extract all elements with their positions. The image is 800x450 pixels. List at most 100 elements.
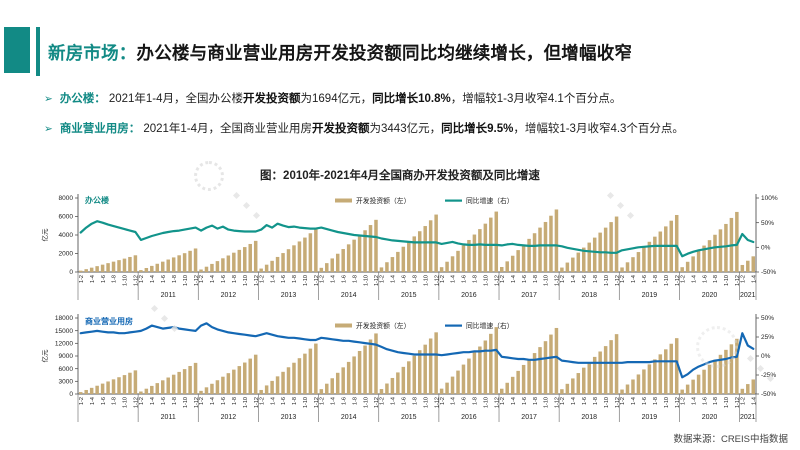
svg-text:1-8: 1-8 bbox=[653, 397, 659, 405]
svg-text:1-2: 1-2 bbox=[440, 275, 446, 283]
svg-text:1-8: 1-8 bbox=[593, 397, 599, 405]
svg-text:1-6: 1-6 bbox=[522, 275, 528, 283]
svg-text:1-8: 1-8 bbox=[112, 275, 118, 283]
svg-text:12000: 12000 bbox=[55, 341, 73, 348]
svg-text:1-12: 1-12 bbox=[495, 275, 501, 286]
svg-text:1-2: 1-2 bbox=[380, 275, 386, 283]
svg-text:2011: 2011 bbox=[161, 414, 176, 421]
svg-text:1-12: 1-12 bbox=[735, 397, 741, 408]
svg-text:1-12: 1-12 bbox=[735, 275, 741, 286]
svg-text:1-6: 1-6 bbox=[341, 275, 347, 283]
svg-text:15000: 15000 bbox=[55, 328, 73, 335]
svg-text:1-2: 1-2 bbox=[560, 275, 566, 283]
svg-text:1-8: 1-8 bbox=[713, 397, 719, 405]
svg-text:1-2: 1-2 bbox=[259, 397, 265, 405]
svg-text:1-10: 1-10 bbox=[423, 397, 429, 408]
svg-text:1-2: 1-2 bbox=[500, 275, 506, 283]
svg-text:-50%: -50% bbox=[761, 391, 776, 398]
svg-text:1-2: 1-2 bbox=[199, 397, 205, 405]
svg-text:0%: 0% bbox=[761, 245, 771, 252]
svg-text:1-6: 1-6 bbox=[221, 397, 227, 405]
svg-text:1-10: 1-10 bbox=[123, 397, 129, 408]
svg-text:1-12: 1-12 bbox=[555, 275, 561, 286]
svg-text:2016: 2016 bbox=[461, 414, 477, 421]
header-accent-square bbox=[4, 27, 30, 73]
svg-text:同比增速（右）: 同比增速（右） bbox=[466, 196, 514, 205]
svg-text:2018: 2018 bbox=[581, 414, 597, 421]
svg-text:1-10: 1-10 bbox=[484, 397, 490, 408]
svg-text:3000: 3000 bbox=[59, 379, 74, 386]
svg-text:1-10: 1-10 bbox=[484, 275, 490, 286]
svg-text:1-2: 1-2 bbox=[79, 275, 85, 283]
svg-text:0: 0 bbox=[69, 269, 73, 276]
svg-text:1-2: 1-2 bbox=[500, 397, 506, 405]
svg-text:18000: 18000 bbox=[55, 315, 73, 322]
svg-text:9000: 9000 bbox=[59, 353, 74, 360]
svg-text:1-8: 1-8 bbox=[292, 397, 298, 405]
svg-text:商业营业用房: 商业营业用房 bbox=[85, 316, 133, 326]
svg-text:1-6: 1-6 bbox=[642, 275, 648, 283]
svg-text:1-2: 1-2 bbox=[620, 397, 626, 405]
svg-text:1-12: 1-12 bbox=[675, 275, 681, 286]
svg-text:1-6: 1-6 bbox=[702, 397, 708, 405]
svg-text:1-4: 1-4 bbox=[270, 397, 276, 405]
chart-office: 0 2000 4000 6000 8000 100% 50% 0% -50% 亿元 办公楼 开发投资额… bbox=[40, 194, 778, 300]
svg-text:2000: 2000 bbox=[59, 251, 74, 258]
svg-text:1-6: 1-6 bbox=[281, 275, 287, 283]
bullet-arrow-icon: ➢ bbox=[44, 93, 53, 105]
svg-text:1-8: 1-8 bbox=[473, 275, 479, 283]
svg-text:1-8: 1-8 bbox=[653, 275, 659, 283]
svg-text:1-12: 1-12 bbox=[555, 397, 561, 408]
svg-text:1-4: 1-4 bbox=[330, 275, 336, 283]
svg-text:2014: 2014 bbox=[341, 292, 357, 299]
svg-text:1-12: 1-12 bbox=[675, 397, 681, 408]
svg-text:1-10: 1-10 bbox=[423, 275, 429, 286]
svg-text:2016: 2016 bbox=[461, 292, 477, 299]
svg-text:1-4: 1-4 bbox=[691, 397, 697, 405]
bullet-office: ➢ 办公楼： 2021年1-4月，全国办公楼开发投资额为1694亿元，同比增长10.… bbox=[44, 90, 621, 106]
svg-text:1-4: 1-4 bbox=[752, 275, 758, 283]
svg-text:1-12: 1-12 bbox=[194, 275, 200, 286]
svg-text:1-8: 1-8 bbox=[352, 397, 358, 405]
svg-text:2014: 2014 bbox=[341, 414, 357, 421]
svg-text:1-6: 1-6 bbox=[341, 397, 347, 405]
svg-text:1-6: 1-6 bbox=[582, 275, 588, 283]
header-accent-bar bbox=[36, 27, 40, 76]
svg-text:1-12: 1-12 bbox=[314, 275, 320, 286]
svg-text:1-6: 1-6 bbox=[402, 275, 408, 283]
svg-text:1-10: 1-10 bbox=[123, 275, 129, 286]
data-source: 数据来源：CREIS中指数据 bbox=[673, 434, 788, 445]
svg-text:1-8: 1-8 bbox=[172, 397, 178, 405]
svg-text:1-4: 1-4 bbox=[270, 275, 276, 283]
svg-text:1-12: 1-12 bbox=[134, 397, 140, 408]
bullet-commercial-text: ，增幅较1-3月收窄4.3个百分点。 bbox=[513, 123, 684, 135]
svg-text:1-4: 1-4 bbox=[391, 397, 397, 405]
svg-text:1-4: 1-4 bbox=[150, 275, 156, 283]
svg-text:1-10: 1-10 bbox=[664, 397, 670, 408]
svg-text:2021: 2021 bbox=[740, 292, 756, 299]
svg-text:1-10: 1-10 bbox=[363, 275, 369, 286]
svg-text:1-10: 1-10 bbox=[604, 397, 610, 408]
svg-text:1-12: 1-12 bbox=[615, 275, 621, 286]
bullet-commercial-bold: 同比增长9.5% bbox=[441, 123, 514, 135]
svg-text:2019: 2019 bbox=[642, 292, 658, 299]
bullet-commercial-bold: 开发投资额 bbox=[312, 123, 370, 135]
svg-text:1-2: 1-2 bbox=[139, 275, 145, 283]
svg-text:1-2: 1-2 bbox=[320, 397, 326, 405]
svg-text:1-2: 1-2 bbox=[620, 275, 626, 283]
svg-text:1-4: 1-4 bbox=[631, 397, 637, 405]
svg-text:1-4: 1-4 bbox=[571, 397, 577, 405]
bullet-office-bold: 同比增长10.8% bbox=[372, 93, 451, 105]
svg-text:2013: 2013 bbox=[281, 292, 297, 299]
svg-text:1-4: 1-4 bbox=[631, 275, 637, 283]
page-title-tag: 新房市场： bbox=[48, 43, 137, 63]
svg-text:1-8: 1-8 bbox=[112, 397, 118, 405]
svg-text:8000: 8000 bbox=[59, 195, 74, 202]
svg-text:1-2: 1-2 bbox=[680, 275, 686, 283]
svg-text:1-4: 1-4 bbox=[511, 397, 517, 405]
svg-text:1-12: 1-12 bbox=[194, 397, 200, 408]
bullet-office-text: ，增幅较1-3月收窄4.1个百分点。 bbox=[450, 93, 622, 105]
svg-text:1-10: 1-10 bbox=[724, 397, 730, 408]
svg-text:1-8: 1-8 bbox=[352, 275, 358, 283]
